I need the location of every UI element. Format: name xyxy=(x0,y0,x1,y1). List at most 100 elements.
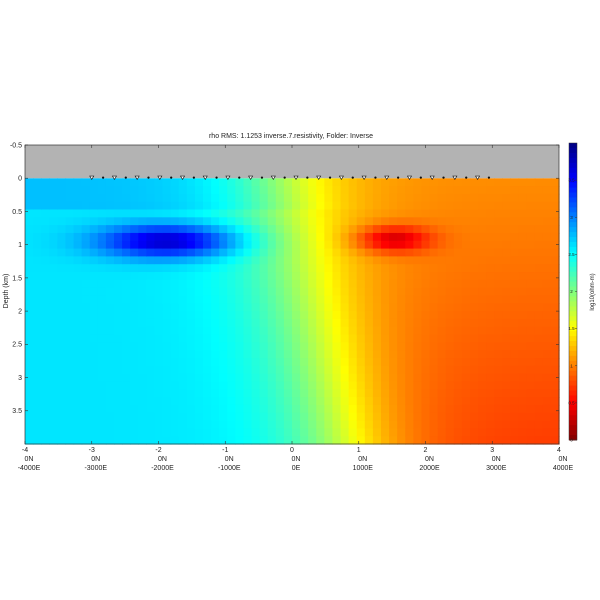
heatmap-cell xyxy=(122,311,131,320)
heatmap-cell xyxy=(308,295,317,304)
heatmap-cell xyxy=(534,256,544,265)
heatmap-cell xyxy=(405,232,414,242)
heatmap-cell xyxy=(494,209,503,218)
heatmap-cell xyxy=(429,397,439,406)
heatmap-cell xyxy=(41,240,50,250)
heatmap-cell xyxy=(421,279,431,289)
heatmap-cell xyxy=(397,342,406,351)
heatmap-cell xyxy=(162,373,172,383)
heatmap-cell xyxy=(170,225,180,234)
heatmap-cell xyxy=(324,287,334,297)
heatmap-cell xyxy=(267,397,277,406)
heatmap-cell xyxy=(114,358,123,367)
heatmap-cell xyxy=(461,436,471,445)
heatmap-cell xyxy=(146,318,156,328)
heatmap-cell xyxy=(203,287,212,297)
heatmap-cell xyxy=(114,436,123,445)
heatmap-cell xyxy=(25,201,34,211)
heatmap-cell xyxy=(97,295,107,304)
heatmap-cell xyxy=(356,287,366,297)
heatmap-cell xyxy=(486,397,495,406)
heatmap-cell xyxy=(397,373,406,383)
heatmap-cell xyxy=(251,334,261,343)
heatmap-cell xyxy=(146,311,156,320)
heatmap-cell xyxy=(364,217,374,226)
heatmap-cell xyxy=(203,373,212,383)
heatmap-cell xyxy=(283,193,293,203)
heatmap-cell xyxy=(510,318,520,328)
heatmap-cell xyxy=(308,436,317,445)
heatmap-cell xyxy=(518,217,528,226)
heatmap-cell xyxy=(146,193,156,203)
heatmap-cell xyxy=(437,420,447,429)
heatmap-cell xyxy=(178,334,188,343)
heatmap-cell xyxy=(397,240,406,250)
heatmap-cell xyxy=(518,178,528,187)
heatmap-cell xyxy=(154,178,164,187)
heatmap-cell xyxy=(518,373,528,383)
heatmap-cell xyxy=(154,193,164,203)
heatmap-cell xyxy=(356,311,366,320)
heatmap-cell xyxy=(227,240,236,250)
heatmap-cell xyxy=(405,193,414,203)
heatmap-cell xyxy=(186,248,196,257)
heatmap-cell xyxy=(57,342,67,351)
heatmap-cell xyxy=(97,342,107,351)
heatmap-cell xyxy=(461,303,471,312)
heatmap-cell xyxy=(211,272,220,281)
heatmap-cell xyxy=(105,436,115,445)
heatmap-cell xyxy=(324,225,334,234)
heatmap-cell xyxy=(194,225,204,234)
heatmap-cell xyxy=(243,178,253,187)
heatmap-cell xyxy=(389,358,398,367)
heatmap-cell xyxy=(194,420,204,429)
heatmap-cell xyxy=(283,334,293,343)
heatmap-cell xyxy=(389,201,398,211)
heatmap-cell xyxy=(348,264,358,273)
heatmap-cell xyxy=(356,373,366,383)
heatmap-cell xyxy=(162,303,172,312)
heatmap-cell xyxy=(340,436,350,445)
heatmap-cell xyxy=(534,342,544,351)
heatmap-cell xyxy=(486,248,495,257)
heatmap-cell xyxy=(389,436,398,445)
heatmap-cell xyxy=(235,225,245,234)
heatmap-cell xyxy=(283,350,293,359)
heatmap-cell xyxy=(235,279,245,289)
heatmap-cell xyxy=(397,201,406,211)
heatmap-cell xyxy=(154,225,164,234)
heatmap-cell xyxy=(49,295,58,304)
heatmap-cell xyxy=(235,178,245,187)
heatmap-cell xyxy=(97,248,107,257)
heatmap-cell xyxy=(154,365,164,375)
heatmap-cell xyxy=(502,318,512,328)
heatmap-cell xyxy=(73,272,83,281)
heatmap-cell xyxy=(429,201,439,211)
heatmap-cell xyxy=(259,428,269,437)
colorbar-tick-label: 0.5 xyxy=(568,400,575,405)
heatmap-cell xyxy=(227,256,236,265)
heatmap-cell xyxy=(105,193,115,203)
heatmap-cell xyxy=(340,295,350,304)
heatmap-cell xyxy=(25,217,34,226)
heatmap-cell xyxy=(356,240,366,250)
heatmap-cell xyxy=(49,264,58,273)
heatmap-cell xyxy=(518,350,528,359)
heatmap-cell xyxy=(324,412,334,422)
heatmap-cell xyxy=(356,420,366,429)
heatmap-cell xyxy=(300,303,309,312)
heatmap-cell xyxy=(235,240,245,250)
location-tick-north: 0N xyxy=(492,456,501,463)
heatmap-cell xyxy=(235,428,245,437)
heatmap-cell xyxy=(486,272,495,281)
heatmap-cell xyxy=(510,209,520,218)
heatmap-cell xyxy=(146,342,156,351)
heatmap-cell xyxy=(445,178,455,187)
heatmap-cell xyxy=(470,420,479,429)
heatmap-cell xyxy=(324,420,334,429)
heatmap-cell xyxy=(518,358,528,367)
heatmap-cell xyxy=(364,365,374,375)
heatmap-cell xyxy=(397,272,406,281)
heatmap-cell xyxy=(114,264,123,273)
heatmap-cell xyxy=(89,365,99,375)
